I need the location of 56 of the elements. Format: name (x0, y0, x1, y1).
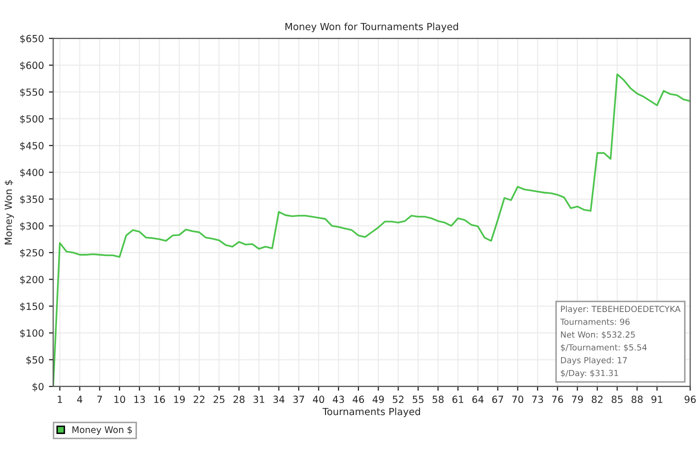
y-tick-label: $250 (20, 248, 44, 258)
x-tick-label: 67 (492, 396, 504, 404)
x-tick-label: 73 (532, 396, 543, 404)
annotation: Tournaments: 96 (560, 318, 630, 325)
x-tick-label: 19 (174, 396, 185, 404)
x-tick-label: 88 (632, 396, 643, 404)
x-tick-label: 70 (512, 396, 524, 404)
y-tick-label: $50 (26, 356, 44, 365)
x-tick-label: 16 (154, 396, 165, 404)
x-tick-label: 55 (412, 396, 424, 404)
x-tick-label: 40 (312, 396, 324, 404)
x-tick-label: 64 (472, 396, 484, 404)
y-tick-label: $400 (20, 168, 44, 178)
chart-title: Money Won for Tournaments Played (285, 22, 458, 32)
y-tick-label: $300 (20, 222, 44, 231)
x-tick-label: 22 (194, 396, 204, 403)
y-tick-label: $500 (20, 115, 44, 124)
x-tick-label: 1 (58, 396, 62, 403)
annotation: Days Played: 17 (561, 356, 627, 365)
x-tick-label: 49 (372, 396, 384, 404)
x-tick-label: 10 (114, 396, 126, 404)
y-tick-label: $350 (20, 195, 44, 204)
y-axis-title: Money Won $ (4, 180, 14, 244)
annotation: Net Won: $532.25 (561, 331, 635, 339)
x-tick-label: 85 (612, 396, 623, 404)
x-tick-label: 43 (332, 396, 344, 404)
x-tick-label: 96 (684, 396, 696, 404)
y-tick-label: $650 (20, 34, 44, 44)
y-tick-label: $450 (20, 142, 44, 151)
x-tick-label: 46 (352, 396, 364, 404)
x-tick-label: 25 (214, 396, 224, 404)
x-tick-label: 79 (572, 396, 583, 404)
x-tick-label: 31 (253, 396, 264, 404)
y-tick-label: $200 (20, 276, 44, 284)
x-tick-label: 7 (97, 396, 102, 403)
y-tick-label: $100 (20, 329, 44, 338)
y-tick-label: $600 (20, 62, 44, 70)
x-tick-label: 61 (452, 396, 464, 404)
x-tick-label: 91 (651, 396, 662, 404)
x-tick-label: 34 (273, 396, 284, 404)
annotation: Player: TEBEHEDOEDETCYKA (561, 306, 681, 314)
x-tick-label: 58 (432, 396, 444, 404)
x-tick-label: 4 (77, 396, 82, 403)
legend-label: Money Won $ (72, 426, 132, 435)
x-tick-label: 76 (552, 396, 564, 404)
x-tick-label: 28 (234, 396, 245, 404)
annotation: $/Tournament: $5.54 (560, 344, 647, 352)
x-tick-label: 82 (592, 396, 603, 404)
annotation: $/Day: $31.31 (560, 370, 618, 378)
y-tick-label: $150 (20, 302, 44, 312)
x-tick-label: 52 (392, 396, 404, 404)
x-axis-title: Tournaments Played (322, 408, 420, 418)
x-tick-label: 13 (134, 396, 145, 404)
x-tick-label: 37 (293, 396, 304, 404)
y-tick-label: $550 (20, 88, 44, 98)
y-tick-label: $0 (32, 382, 44, 392)
